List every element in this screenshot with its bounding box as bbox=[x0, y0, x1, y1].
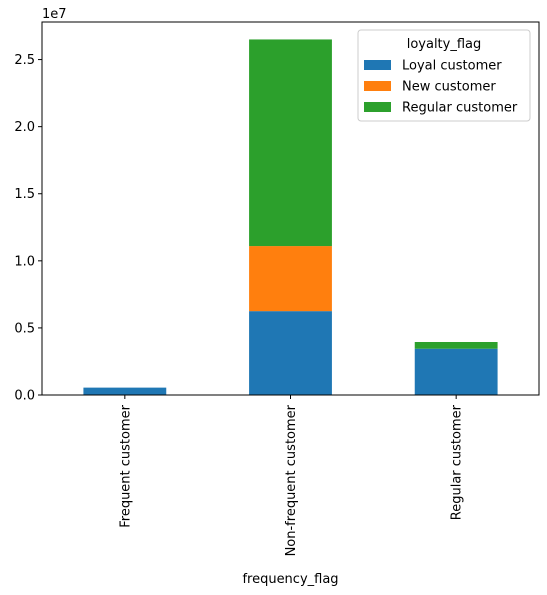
legend-swatch bbox=[364, 60, 391, 70]
x-tick-label: Non-frequent customer bbox=[284, 404, 299, 556]
legend-title: loyalty_flag bbox=[407, 37, 482, 52]
bar-non-frequent-customer-new-customer bbox=[249, 246, 332, 312]
y-tick-label: 0.0 bbox=[14, 389, 35, 404]
x-axis-ticks: Frequent customer Non-frequent customer Re… bbox=[118, 395, 465, 556]
y-axis-offset-label: 1e7 bbox=[42, 7, 67, 22]
legend: loyalty_flag Loyal customer New customer R… bbox=[357, 29, 531, 122]
bar-regular-customer-loyal-customer bbox=[414, 348, 498, 395]
x-tick-label: Frequent customer bbox=[118, 404, 133, 527]
y-tick-label: 1.5 bbox=[14, 187, 35, 202]
bar-regular-customer-regular-customer bbox=[414, 342, 498, 349]
legend-swatch bbox=[364, 102, 391, 112]
x-tick-label: Regular customer bbox=[450, 404, 465, 520]
y-axis-ticks: 0.0 0.5 1.0 1.5 2.0 2.5 bbox=[14, 53, 42, 404]
bars-layer bbox=[83, 39, 498, 395]
y-tick-label: 2.5 bbox=[14, 53, 35, 68]
x-axis-title: frequency_flag bbox=[242, 572, 338, 587]
legend-label: Regular customer bbox=[402, 101, 518, 116]
legend-swatch bbox=[364, 81, 391, 91]
y-tick-label: 2.0 bbox=[14, 120, 35, 135]
bar-frequent-customer-loyal-customer bbox=[83, 387, 167, 395]
legend-label: New customer bbox=[402, 80, 496, 95]
bar-non-frequent-customer-regular-customer bbox=[249, 39, 332, 247]
y-tick-label: 1.0 bbox=[14, 254, 35, 269]
legend-label: Loyal customer bbox=[402, 59, 502, 74]
y-tick-label: 0.5 bbox=[14, 321, 35, 336]
legend-box bbox=[357, 29, 531, 122]
legend-items: Loyal customer New customer Regular custom… bbox=[364, 59, 518, 116]
bar-non-frequent-customer-loyal-customer bbox=[249, 311, 332, 395]
